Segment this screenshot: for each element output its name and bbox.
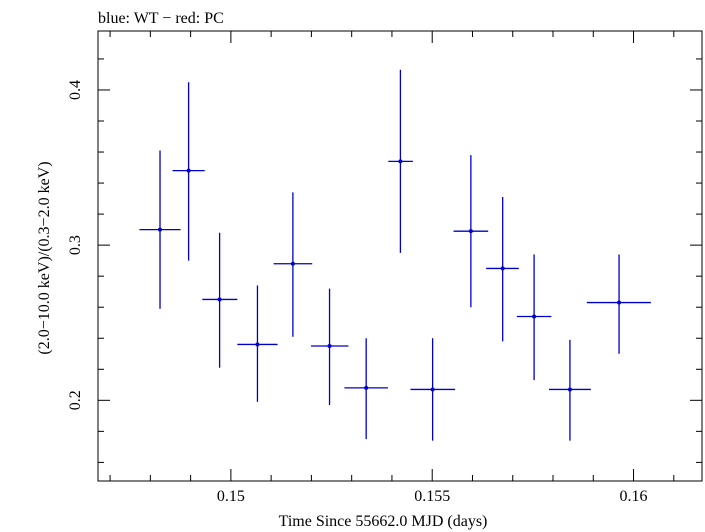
data-point: [410, 338, 456, 441]
data-marker: [468, 229, 473, 234]
data-point: [586, 254, 651, 354]
data-marker: [158, 227, 163, 232]
data-point: [548, 339, 591, 441]
plot-frame: [97, 30, 703, 482]
data-marker: [500, 266, 505, 271]
y-axis-tick-labels: 0.2 0.3 0.4: [67, 80, 84, 410]
data-marker: [430, 387, 435, 392]
y-axis-label: (2.0−10.0 keV)/(0.3−2.0 keV): [36, 161, 53, 354]
data-point: [311, 288, 349, 405]
data-marker: [255, 342, 260, 347]
y-tick-label: 0.4: [67, 80, 84, 100]
data-marker: [290, 261, 295, 266]
data-marker: [617, 300, 622, 305]
data-point: [453, 155, 489, 308]
data-point: [139, 150, 181, 309]
x-tick-label: 0.16: [620, 488, 648, 505]
data-point: [388, 69, 413, 253]
data-marker: [217, 297, 222, 302]
data-point: [516, 254, 552, 381]
data-marker: [532, 314, 537, 319]
data-marker: [398, 159, 403, 164]
x-tick-label: 0.15: [217, 488, 245, 505]
data-point: [237, 285, 278, 402]
x-axis-label: Time Since 55662.0 MJD (days): [279, 513, 488, 530]
y-axis-ticks: [98, 58, 702, 463]
series-wt: [139, 69, 651, 441]
chart-title: blue: WT − red: PC: [98, 10, 224, 27]
data-point: [273, 192, 313, 337]
x-axis-ticks: [109, 31, 675, 481]
data-marker: [567, 387, 572, 392]
data-point: [202, 232, 238, 368]
data-marker: [364, 385, 369, 390]
data-marker: [186, 168, 191, 173]
x-axis-tick-labels: 0.15 0.155 0.16: [217, 488, 648, 505]
data-point: [344, 338, 388, 440]
data-point: [486, 197, 519, 342]
data-point: [172, 82, 205, 261]
y-tick-label: 0.3: [67, 235, 84, 255]
x-tick-label: 0.155: [414, 488, 450, 505]
y-tick-label: 0.2: [67, 390, 84, 410]
data-marker: [327, 344, 332, 348]
